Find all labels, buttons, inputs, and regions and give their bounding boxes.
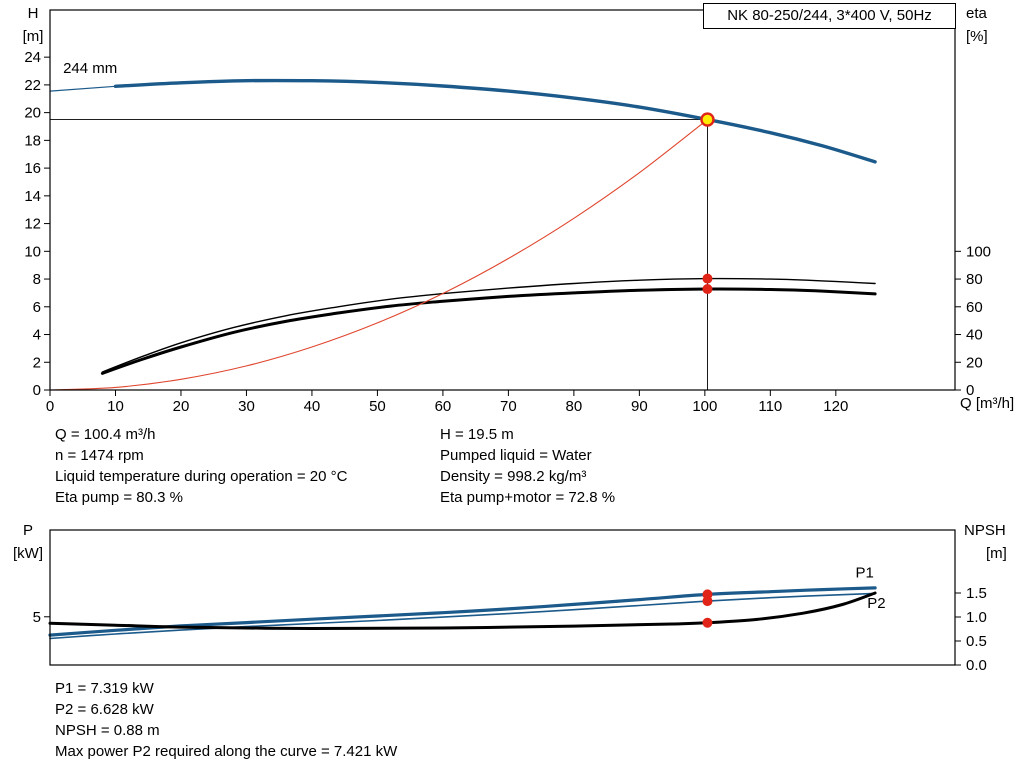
system-curve (49, 119, 709, 391)
bottom-tick-label: 60 (435, 398, 452, 415)
q-axis-title: Q [m³/h] (960, 395, 1015, 412)
right-tick-label: 80 (966, 271, 983, 288)
left-tick-label: 20 (24, 105, 41, 122)
npsh-axis-title: NPSH (964, 522, 1006, 539)
info-line-density: Density = 998.2 kg/m³ (440, 468, 587, 485)
power-npsh-chart: P1 P2 5 0.0 0.5 1.0 1.5 (33, 529, 987, 674)
npsh-curve (48, 591, 877, 631)
left-tick-label: 6 (33, 299, 41, 316)
right-tick-label: 0.5 (966, 633, 987, 650)
info-line-p1: P1 = 7.319 kW (55, 680, 154, 697)
power-npsh-chart-frame (49, 529, 956, 666)
left-tick-label: 5 (33, 609, 41, 626)
right-tick-label: 1.0 (966, 609, 987, 626)
p2-curve (49, 592, 876, 640)
info-line-q: Q = 100.4 m³/h (55, 426, 156, 443)
eta-pump-duty-dot (702, 273, 713, 284)
left-tick-label: 18 (24, 132, 41, 149)
duty-info-column-1: Q = 100.4 m³/h n = 1474 rpm Liquid tempe… (55, 424, 347, 508)
p2-label: P2 (867, 595, 885, 612)
npsh-duty-dot (702, 617, 713, 628)
info-line-eta: Eta pump = 80.3 % (55, 489, 183, 506)
left-tick-label: 24 (24, 49, 41, 66)
info-line-npsh: NPSH = 0.88 m (55, 722, 160, 739)
info-line-n: n = 1474 rpm (55, 447, 144, 464)
eta-pump-motor-duty-dot (702, 284, 713, 295)
pump-title-box: NK 80-250/244, 3*400 V, 50Hz (703, 3, 956, 29)
pump-curve-244mm (113, 78, 877, 164)
left-tick-label: 0 (33, 382, 41, 399)
qh-eta-chart-frame (49, 9, 956, 391)
left-tick-label: 12 (24, 216, 41, 233)
bottom-tick-label: 70 (500, 398, 517, 415)
right-tick-label: 20 (966, 354, 983, 371)
p-axis-unit: [kW] (13, 545, 43, 562)
bottom-tick-label: 20 (173, 398, 190, 415)
bottom-tick-label: 100 (692, 398, 717, 415)
left-tick-label: 16 (24, 160, 41, 177)
bottom-tick-label: 120 (823, 398, 848, 415)
impeller-diameter-label: 244 mm (63, 60, 117, 77)
right-tick-label: 100 (966, 243, 991, 260)
info-line-liquid: Pumped liquid = Water (440, 447, 592, 464)
pump-curve-lead (49, 85, 117, 92)
info-line-p2: P2 = 6.628 kW (55, 701, 154, 718)
right-tick-label: 0.0 (966, 657, 987, 674)
h-axis-unit: [m] (22, 28, 44, 45)
left-tick-label: 2 (33, 354, 41, 371)
h-axis-title: H (27, 5, 39, 22)
bottom-tick-label: 110 (758, 398, 782, 415)
info-line-temp: Liquid temperature during operation = 20… (55, 468, 348, 485)
left-tick-label: 8 (33, 271, 41, 288)
info-line-h: H = 19.5 m (440, 426, 514, 443)
p2-duty-dot (702, 596, 713, 607)
bottom-tick-label: 80 (566, 398, 583, 415)
info-line-maxp: Max power P2 required along the curve = … (55, 743, 398, 760)
npsh-axis-unit: [m] (986, 545, 1007, 562)
bottom-tick-label: 30 (238, 398, 255, 415)
bottom-tick-label: 90 (631, 398, 648, 415)
eta-axis-title: eta (966, 5, 987, 22)
info-line-etatot: Eta pump+motor = 72.8 % (440, 489, 616, 506)
p1-label: P1 (855, 564, 873, 581)
left-tick-label: 14 (24, 188, 41, 205)
eta-pump-curve (101, 277, 876, 373)
p-axis-title: P (22, 522, 33, 539)
eta-pump-motor-curve (100, 287, 877, 375)
bottom-tick-label: 40 (304, 398, 321, 415)
duty-info-column-2: H = 19.5 m Pumped liquid = Water Density… (440, 424, 615, 508)
right-tick-label: 40 (966, 327, 983, 344)
right-tick-label: 1.5 (966, 585, 987, 602)
eta-axis-unit: [%] (966, 28, 988, 45)
duty-point (700, 112, 715, 127)
right-tick-label: 0 (966, 382, 974, 399)
bottom-tick-label: 0 (46, 398, 54, 415)
right-tick-label: 60 (966, 299, 983, 316)
bottom-tick-label: 50 (369, 398, 386, 415)
left-tick-label: 10 (24, 243, 41, 260)
left-tick-label: 4 (33, 327, 41, 344)
qh-eta-chart: 244 mm0246810121416182022240204060801000… (24, 9, 991, 415)
power-info-block: P1 = 7.319 kW P2 = 6.628 kW NPSH = 0.88 … (55, 678, 397, 762)
left-tick-label: 22 (24, 77, 41, 94)
bottom-tick-label: 10 (107, 398, 124, 415)
